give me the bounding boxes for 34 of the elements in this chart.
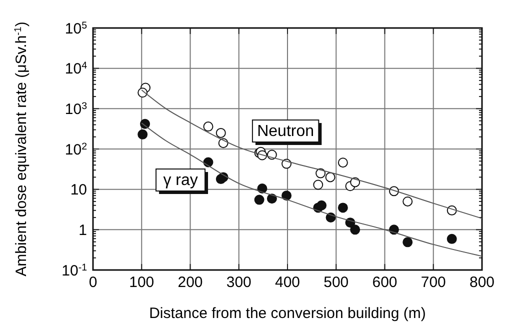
point <box>316 200 327 210</box>
point <box>402 237 413 248</box>
point <box>446 234 457 244</box>
point <box>338 158 348 168</box>
y-tick-label: 10 <box>70 182 87 199</box>
x-tick-label: 700 <box>420 274 446 291</box>
x-tick-label: 500 <box>324 274 349 291</box>
x-tick-label: 200 <box>178 274 203 291</box>
point <box>138 129 148 140</box>
x-axis-title: Distance from the conversion building (m) <box>149 305 426 322</box>
y-tick-label: 10$^{3}$ <box>64 100 87 118</box>
point <box>216 128 226 138</box>
point <box>325 172 336 182</box>
y-tick-label: 10$^{4}$ <box>64 60 88 78</box>
y-tick-label: 10$^{5}$ <box>64 20 88 38</box>
y-tick-label: 1 <box>78 222 87 239</box>
x-tick-label: 0 <box>88 274 98 291</box>
series-label: γ ray <box>163 172 198 189</box>
point <box>203 122 214 132</box>
x-tick-label: 800 <box>469 274 495 291</box>
x-tick-label: 400 <box>274 274 300 291</box>
series-label: Neutron <box>257 123 314 140</box>
point <box>254 194 264 205</box>
x-tick-label: 600 <box>372 274 398 291</box>
point <box>338 202 348 213</box>
x-tick-label: 300 <box>226 274 252 291</box>
point <box>350 224 360 235</box>
x-tick-label: 100 <box>129 274 154 291</box>
y-tick-label: 10$^{2}$ <box>64 140 87 158</box>
y-tick-label: 10$^{-1}$ <box>62 262 87 280</box>
point <box>402 196 413 206</box>
point <box>266 194 277 204</box>
point <box>313 180 324 190</box>
point <box>282 190 292 201</box>
